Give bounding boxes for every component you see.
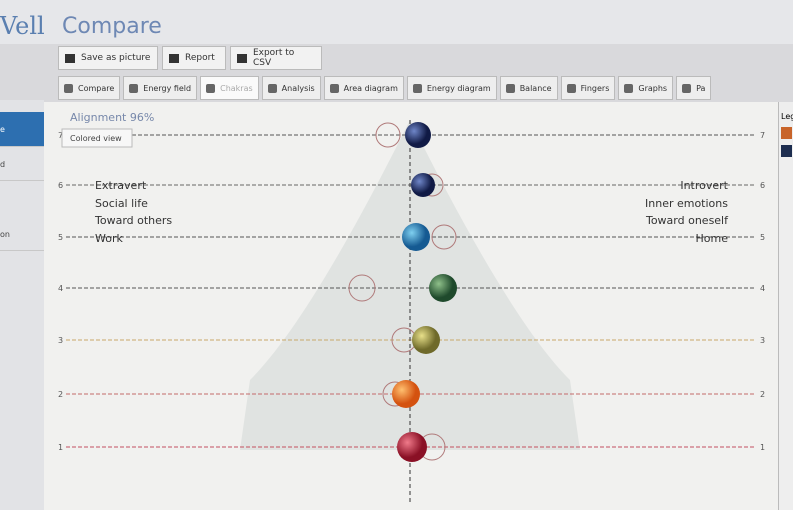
- legend-swatch: [781, 127, 792, 139]
- tab-label: Chakras: [220, 83, 253, 93]
- tab[interactable]: Analysis: [261, 76, 321, 100]
- tab-label: Area diagram: [343, 83, 398, 93]
- save-button[interactable]: Save as picture: [58, 46, 158, 70]
- tab-label: Analysis: [281, 83, 315, 93]
- sidebar-item[interactable]: on: [0, 218, 44, 251]
- chakra-panel: [44, 102, 778, 510]
- tab[interactable]: Fingers: [560, 76, 616, 100]
- tab-icon: [505, 83, 515, 93]
- tab[interactable]: Pa: [676, 76, 712, 100]
- tab[interactable]: Compare: [58, 76, 121, 100]
- tab-label: Compare: [78, 83, 115, 93]
- tab-icon: [682, 83, 692, 93]
- logo: Vell: [0, 12, 45, 40]
- tab-bar: Compare Energy field Chakras Analysis Area d…: [58, 76, 793, 100]
- page-title: Compare: [62, 14, 162, 39]
- export-button[interactable]: Export to CSV: [230, 46, 322, 70]
- header-bar: [0, 0, 793, 44]
- tab-label: Pa: [696, 83, 706, 93]
- tab-icon: [412, 83, 422, 93]
- label: Save as picture: [81, 53, 151, 63]
- tab[interactable]: Graphs: [618, 76, 674, 100]
- tab-icon: [64, 83, 73, 93]
- tab[interactable]: Chakras: [200, 76, 259, 100]
- tab-label: Energy field: [143, 83, 192, 93]
- tab[interactable]: Energy field: [123, 76, 198, 100]
- tab-label: Balance: [519, 83, 552, 93]
- tab-icon: [566, 83, 576, 93]
- tab-label: Energy diagram: [426, 83, 491, 93]
- tab-icon: [129, 83, 139, 93]
- tab[interactable]: Balance: [499, 76, 558, 100]
- legend: Leg: [778, 102, 793, 510]
- tab[interactable]: Energy diagram: [406, 76, 497, 100]
- tab-icon: [624, 83, 634, 93]
- sidebar-item[interactable]: d: [0, 148, 44, 181]
- tab-icon: [329, 83, 339, 93]
- tab-label: Graphs: [638, 83, 668, 93]
- legend-swatch: [781, 145, 792, 157]
- legend-title: Leg: [781, 112, 793, 121]
- sidebar: ne e d on: [0, 100, 44, 510]
- sidebar-item[interactable]: e: [0, 112, 44, 147]
- tab-icon: [267, 83, 277, 93]
- tab-icon: [206, 83, 216, 93]
- tab[interactable]: Area diagram: [323, 76, 404, 100]
- label: Export to CSV: [252, 48, 295, 68]
- tab-label: Fingers: [580, 83, 610, 93]
- report-button[interactable]: Report: [162, 46, 226, 70]
- label: Report: [185, 53, 215, 63]
